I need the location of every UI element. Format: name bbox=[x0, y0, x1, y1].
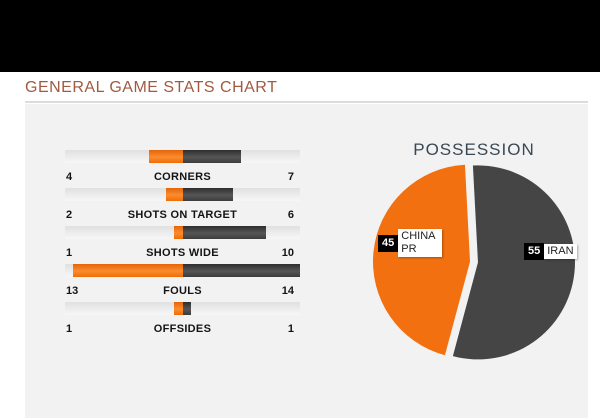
home-value: 1 bbox=[66, 247, 73, 259]
stat-label: FOULS bbox=[163, 285, 202, 297]
home-bar bbox=[165, 188, 183, 201]
stat-row: 2 SHOTS ON TARGET 6 bbox=[65, 188, 300, 222]
stat-label: SHOTS WIDE bbox=[146, 247, 219, 259]
pie-slice-iran bbox=[452, 165, 575, 360]
home-team-label: 45 CHINA PR bbox=[378, 229, 443, 257]
away-team-name: IRAN bbox=[544, 244, 577, 259]
away-bar bbox=[182, 302, 191, 315]
away-value: 6 bbox=[287, 209, 294, 221]
away-bar bbox=[182, 188, 233, 201]
away-value: 7 bbox=[287, 171, 294, 183]
home-bar bbox=[174, 302, 183, 315]
title-rule bbox=[25, 101, 588, 103]
home-value: 1 bbox=[66, 323, 73, 335]
bar-track bbox=[65, 264, 300, 277]
possession-pie bbox=[373, 164, 575, 360]
stats-panel: 4 CORNERS 7 2 SHOTS ON TARGET 6 1 SHOTS WIDE 10 1… bbox=[25, 104, 588, 418]
bar-track bbox=[65, 150, 300, 163]
top-banner bbox=[0, 0, 600, 72]
home-value: 4 bbox=[66, 171, 73, 183]
stat-label: SHOTS ON TARGET bbox=[127, 209, 238, 221]
stat-row: 1 SHOTS WIDE 10 bbox=[65, 226, 300, 260]
away-team-label: 55 IRAN bbox=[524, 243, 577, 260]
away-value: 10 bbox=[281, 247, 294, 259]
away-bar bbox=[182, 226, 267, 239]
stats-rows: 4 CORNERS 7 2 SHOTS ON TARGET 6 1 SHOTS WIDE 10 1… bbox=[65, 150, 300, 340]
bar-track bbox=[65, 226, 300, 239]
away-bar bbox=[182, 264, 300, 277]
away-value: 1 bbox=[287, 323, 294, 335]
page-title: GENERAL GAME STATS CHART bbox=[25, 79, 278, 96]
pie-slice-china-pr bbox=[373, 164, 471, 356]
stat-row: 1 OFFSIDES 1 bbox=[65, 302, 300, 336]
stat-label: CORNERS bbox=[153, 171, 212, 183]
stat-label: OFFSIDES bbox=[153, 323, 212, 335]
home-bar bbox=[73, 264, 183, 277]
home-team-name: CHINA PR bbox=[398, 229, 443, 257]
home-value: 13 bbox=[66, 285, 79, 297]
bar-track bbox=[65, 302, 300, 315]
away-value-badge: 55 bbox=[524, 243, 545, 260]
home-bar bbox=[174, 226, 183, 239]
bar-track bbox=[65, 188, 300, 201]
possession-title: POSSESSION bbox=[413, 140, 535, 159]
away-value: 14 bbox=[281, 285, 294, 297]
stat-row: 4 CORNERS 7 bbox=[65, 150, 300, 184]
stat-row: 13 FOULS 14 bbox=[65, 264, 300, 298]
home-value: 2 bbox=[66, 209, 73, 221]
home-bar bbox=[148, 150, 183, 163]
away-bar bbox=[182, 150, 242, 163]
home-value-badge: 45 bbox=[378, 234, 399, 252]
